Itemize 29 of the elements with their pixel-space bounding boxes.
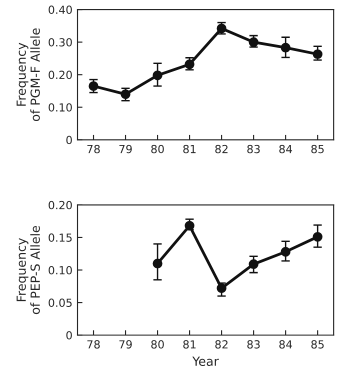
x-tick-label: 84 xyxy=(279,340,292,349)
x-tick-label: 81 xyxy=(183,340,196,349)
x-tick-label: 78 xyxy=(87,144,100,154)
y-tick-label: 0.40 xyxy=(48,6,72,14)
y-tick-label: 0 xyxy=(66,136,72,144)
y-tick-label: 0.20 xyxy=(48,70,72,80)
x-tick-label: 80 xyxy=(151,340,164,349)
y-tick-label: 0.15 xyxy=(48,233,72,242)
x-tick-label: 79 xyxy=(119,340,132,349)
y-tick-label: 0.10 xyxy=(48,103,72,112)
y-tick-label: 0 xyxy=(66,331,72,340)
x-tick-label: 85 xyxy=(311,144,324,154)
x-tick-label: 83 xyxy=(247,340,260,349)
x-axis-title: Year xyxy=(192,356,219,366)
x-tick-label: 82 xyxy=(215,340,228,349)
y-tick-label: 0.20 xyxy=(48,200,72,210)
y-axis-title: Frequency of PEP-S Allele xyxy=(16,226,40,314)
x-tick-label: 80 xyxy=(151,144,164,154)
x-tick-label: 85 xyxy=(311,340,324,349)
y-axis-title: Frequency of PGM-F Allele xyxy=(16,28,40,122)
x-tick-label: 81 xyxy=(183,144,196,154)
x-tick-label: 79 xyxy=(119,144,132,154)
x-tick-label: 84 xyxy=(279,144,292,154)
x-tick-label: 83 xyxy=(247,144,260,154)
y-tick-label: 0.05 xyxy=(48,298,72,307)
y-tick-label: 0.10 xyxy=(48,266,72,274)
x-tick-label: 82 xyxy=(215,144,228,154)
y-tick-label: 0.30 xyxy=(48,38,72,47)
x-tick-label: 78 xyxy=(87,340,100,349)
